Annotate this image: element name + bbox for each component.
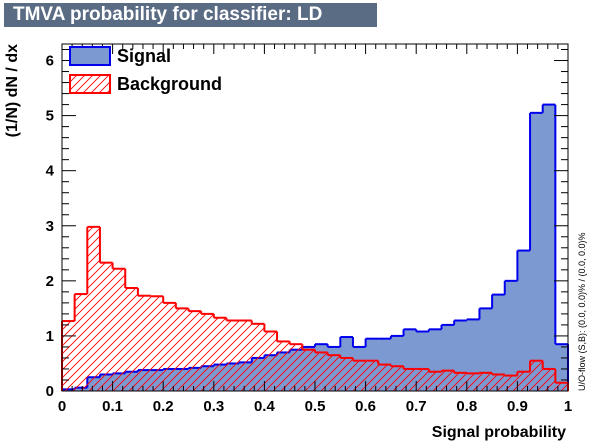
- x-tick-label: 0: [58, 398, 66, 415]
- y-tick-label: 2: [46, 273, 54, 290]
- x-tick-label: 0.4: [254, 398, 276, 415]
- y-tick-label: 0: [46, 383, 54, 400]
- signal-area: [62, 104, 568, 391]
- x-tick-label: 0.7: [406, 398, 427, 415]
- y-axis-title: (1/N) dN / dx: [4, 44, 21, 137]
- y-tick-label: 5: [46, 108, 54, 125]
- legend-signal-label: Signal: [117, 46, 171, 66]
- chart-title: TMVA probability for classifier: LD: [4, 3, 377, 27]
- y-tick-label: 4: [46, 163, 55, 180]
- x-tick-label: 0.9: [507, 398, 528, 415]
- x-tick-label: 0.3: [203, 398, 224, 415]
- x-tick-label: 0.8: [456, 398, 477, 415]
- y-tick-label: 1: [46, 328, 54, 345]
- x-tick-label: 0.5: [305, 398, 326, 415]
- overflow-note: U/O-flow (S,B): (0.0, 0.0)% / (0.0, 0.0)…: [577, 232, 587, 391]
- axes: 0 0.1 0.2 0.3 0.4 0.5 0.6 0.7 0.8 0.9 1 0 1 2 3 4 5 6: [46, 43, 572, 415]
- legend: Signal Background: [69, 46, 222, 94]
- x-tick-label: 0.2: [153, 398, 174, 415]
- x-tick-label: 0.6: [355, 398, 376, 415]
- background-histogram: [61, 225, 569, 391]
- y-tick-label: 6: [46, 53, 54, 70]
- legend-signal-swatch: [69, 46, 111, 66]
- legend-background-label: Background: [117, 74, 222, 94]
- x-tick-label: 1: [564, 398, 572, 415]
- x-tick-label: 0.1: [102, 398, 123, 415]
- background-area: [62, 226, 568, 391]
- x-axis-title: Signal probability: [432, 424, 566, 441]
- y-tick-label: 3: [46, 218, 54, 235]
- legend-background-swatch: [69, 74, 111, 94]
